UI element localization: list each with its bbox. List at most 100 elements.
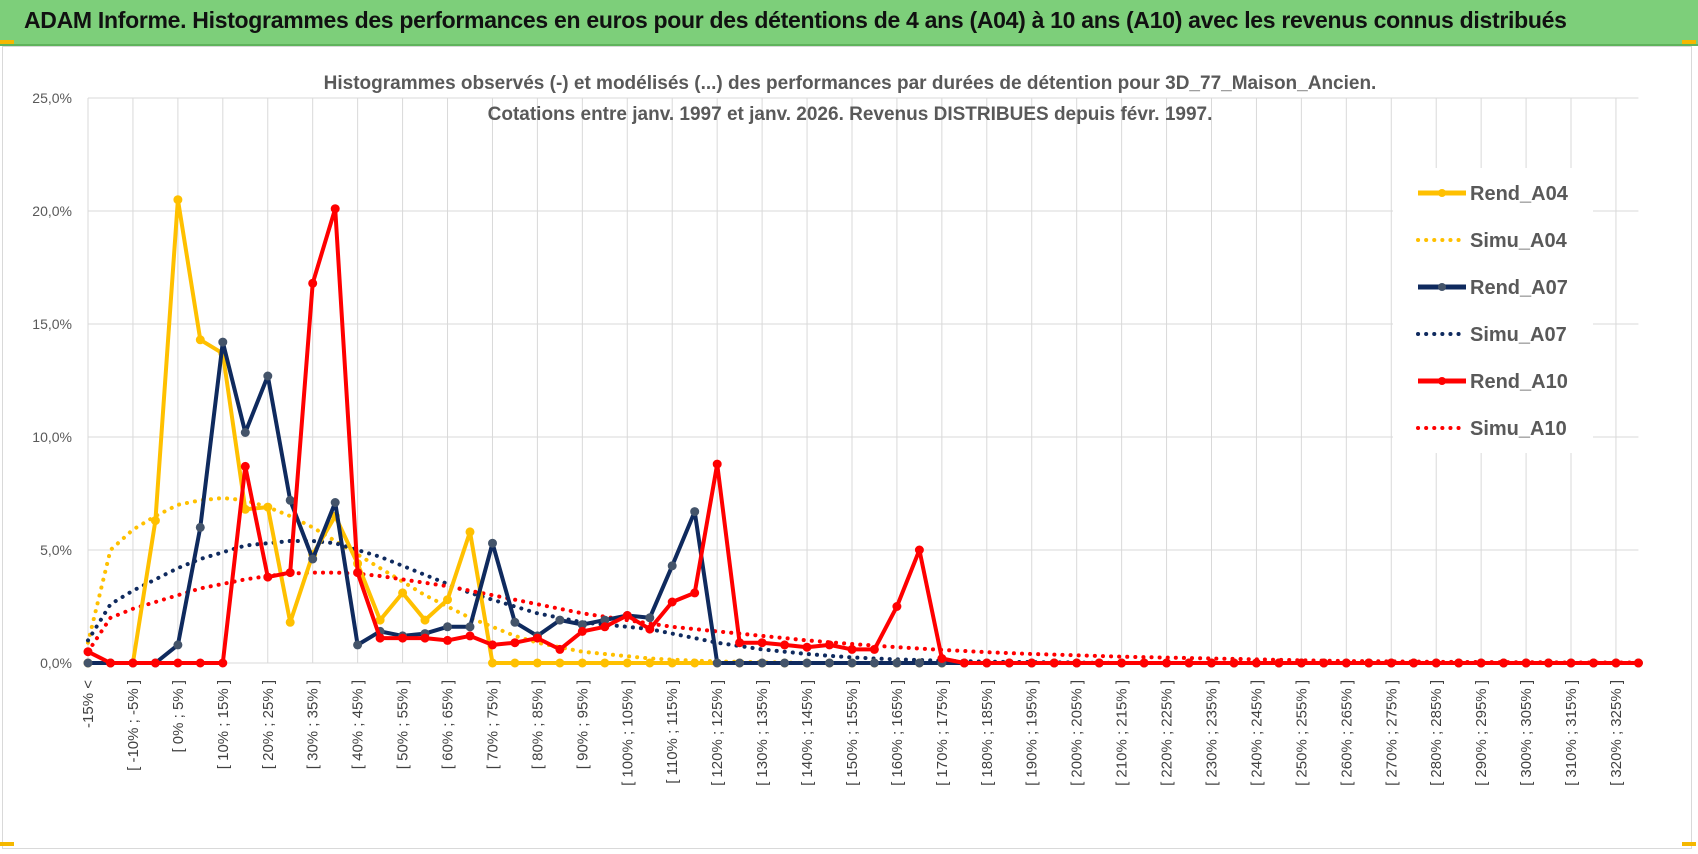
- data-point-Rend_A04: [443, 595, 452, 605]
- data-point-Rend_A10: [577, 626, 587, 636]
- x-tick-label: [ 280% ; 285% ]: [1428, 680, 1445, 786]
- data-point-Rend_A10: [780, 640, 790, 650]
- data-point-Rend_A10: [1094, 658, 1104, 668]
- data-point-Rend_A07: [443, 622, 452, 632]
- data-point-Rend_A10: [959, 658, 969, 668]
- data-point-Rend_A10: [1633, 658, 1643, 668]
- data-point-Rend_A04: [173, 195, 183, 205]
- data-point-Rend_A10: [195, 658, 205, 668]
- data-point-Rend_A10: [735, 638, 745, 648]
- legend-label-Rend_A07: Rend_A07: [1470, 277, 1568, 299]
- data-point-Rend_A10: [892, 602, 902, 611]
- x-tick-label: [ 60% ; 65% ]: [440, 680, 457, 769]
- data-point-Rend_A10: [1319, 658, 1329, 668]
- data-point-Rend_A04: [510, 658, 520, 668]
- legend-label-Rend_A04: Rend_A04: [1470, 183, 1569, 205]
- data-point-Rend_A10: [1049, 658, 1059, 668]
- data-point-Rend_A10: [106, 658, 115, 668]
- x-tick-label: [ 240% ; 245% ]: [1248, 680, 1265, 786]
- x-tick-label: [ 130% ; 135% ]: [754, 680, 771, 786]
- data-point-Rend_A04: [375, 615, 385, 625]
- data-point-Rend_A04: [645, 658, 655, 668]
- data-point-Rend_A07: [195, 522, 205, 532]
- x-tick-label: [ 70% ; 75% ]: [484, 680, 501, 769]
- y-tick-label: 0,0%: [40, 655, 72, 671]
- x-tick-label: [ 250% ; 255% ]: [1293, 680, 1310, 786]
- data-point-Rend_A04: [555, 658, 565, 668]
- data-point-Rend_A10: [712, 459, 722, 469]
- data-point-Rend_A10: [622, 611, 632, 620]
- data-point-Rend_A10: [1229, 658, 1239, 668]
- data-point-Rend_A04: [667, 658, 677, 668]
- x-tick-label: [ 310% ; 315% ]: [1563, 680, 1580, 786]
- data-point-Rend_A07: [555, 615, 565, 625]
- header-banner: ADAM Informe. Histogrammes des performan…: [0, 0, 1698, 46]
- y-tick-label: 15,0%: [32, 316, 72, 332]
- data-point-Rend_A10: [1004, 658, 1014, 668]
- data-point-Rend_A10: [1431, 658, 1441, 668]
- legend-label-Simu_A10: Simu_A10: [1470, 418, 1567, 440]
- data-point-Rend_A10: [1027, 658, 1037, 668]
- series-line-Simu_A07: [86, 539, 1641, 665]
- data-point-Rend_A04: [420, 615, 430, 625]
- data-point-Rend_A10: [937, 654, 947, 663]
- x-tick-label: [ 200% ; 205% ]: [1069, 680, 1086, 786]
- data-point-Rend_A10: [1566, 658, 1576, 668]
- x-tick-label: [ 10% ; 15% ]: [215, 680, 232, 769]
- y-tick-label: 10,0%: [32, 429, 72, 445]
- data-point-Rend_A10: [1544, 658, 1553, 668]
- data-point-Rend_A10: [1139, 658, 1149, 668]
- legend-marker-Rend_A10: [1438, 377, 1446, 385]
- data-point-Rend_A10: [375, 633, 385, 643]
- data-point-Rend_A07: [353, 640, 363, 650]
- data-point-Rend_A10: [1521, 658, 1531, 668]
- legend-box: [1393, 168, 1593, 453]
- data-point-Rend_A10: [1296, 658, 1306, 668]
- data-point-Rend_A10: [802, 642, 812, 652]
- legend-label-Simu_A04: Simu_A04: [1470, 230, 1568, 252]
- x-tick-label: [ 140% ; 145% ]: [799, 680, 816, 786]
- data-point-Rend_A04: [263, 502, 273, 512]
- x-tick-label: [ 100% ; 105% ]: [619, 680, 636, 786]
- data-point-Rend_A04: [532, 658, 542, 668]
- x-tick-label: [ 210% ; 215% ]: [1114, 680, 1131, 786]
- data-point-Rend_A07: [892, 658, 902, 668]
- data-point-Rend_A04: [622, 658, 632, 668]
- x-tick-label: [ -10% ; -5% ]: [125, 680, 142, 771]
- corner-mark-bottom-right: [1682, 842, 1696, 846]
- y-tick-label: 5,0%: [40, 542, 72, 558]
- legend-label-Simu_A07: Simu_A07: [1470, 324, 1567, 346]
- data-point-Rend_A10: [150, 658, 160, 668]
- data-point-Rend_A10: [1162, 658, 1172, 668]
- data-point-Rend_A07: [330, 498, 340, 507]
- data-point-Rend_A10: [398, 633, 408, 643]
- data-point-Rend_A10: [1476, 658, 1486, 668]
- data-point-Rend_A04: [577, 658, 587, 668]
- data-point-Rend_A10: [982, 658, 992, 668]
- page-title: ADAM Informe. Histogrammes des performan…: [24, 7, 1567, 33]
- legend-label-Rend_A10: Rend_A10: [1470, 371, 1568, 393]
- data-point-Rend_A10: [1341, 658, 1351, 668]
- data-point-Rend_A10: [173, 658, 183, 668]
- data-point-Rend_A10: [128, 658, 138, 668]
- data-point-Rend_A10: [600, 622, 610, 632]
- chart-frame: [2, 46, 1692, 849]
- data-point-Rend_A07: [218, 337, 228, 347]
- x-tick-label: [ 150% ; 155% ]: [844, 680, 861, 786]
- data-point-Rend_A10: [465, 631, 475, 641]
- data-point-Rend_A07: [712, 658, 722, 668]
- data-point-Rend_A04: [398, 588, 408, 598]
- x-tick-label: [ 30% ; 35% ]: [305, 680, 322, 769]
- data-point-Rend_A10: [1386, 658, 1396, 668]
- x-tick-label: [ 230% ; 235% ]: [1204, 680, 1221, 786]
- data-point-Rend_A10: [847, 644, 857, 654]
- data-point-Rend_A10: [1117, 658, 1127, 668]
- data-point-Rend_A10: [1207, 658, 1216, 668]
- data-point-Rend_A10: [263, 572, 273, 582]
- legend-marker-Rend_A07: [1438, 283, 1446, 291]
- x-tick-label: -15% <: [80, 680, 97, 728]
- data-point-Rend_A07: [780, 658, 790, 668]
- x-tick-label: [ 220% ; 225% ]: [1159, 680, 1176, 786]
- data-point-Rend_A07: [735, 658, 745, 668]
